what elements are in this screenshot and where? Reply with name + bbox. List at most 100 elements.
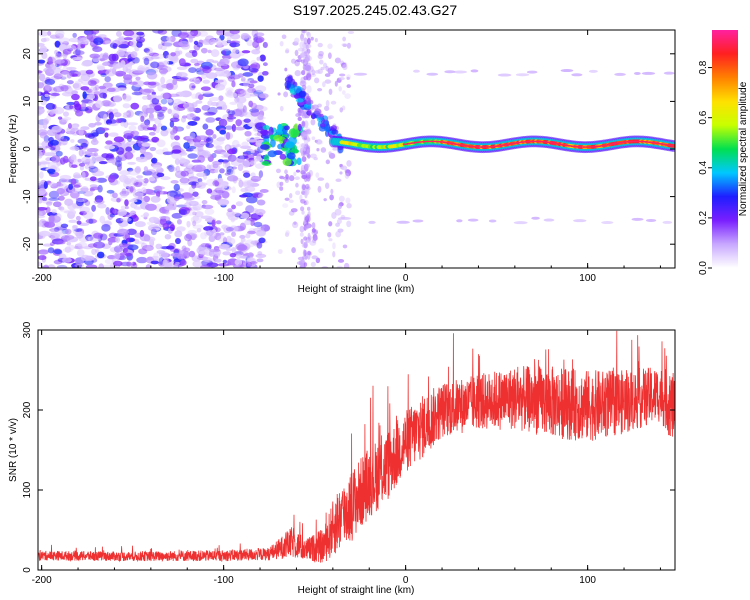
spectral-cell — [258, 106, 268, 112]
spectral-cell — [176, 204, 187, 208]
spectral-cell — [65, 104, 71, 109]
spectral-cell — [601, 221, 614, 225]
spectral-cell — [99, 215, 106, 224]
spectral-cell — [167, 108, 173, 115]
spectral-cell — [426, 72, 439, 76]
spectral-cell — [310, 113, 317, 120]
spectral-cell — [109, 213, 115, 218]
spectral-cell — [235, 253, 242, 260]
spectrogram-x-tick-label: 0 — [403, 273, 409, 284]
spectral-cell — [43, 85, 52, 93]
spectral-cell — [73, 100, 80, 108]
spectral-cell — [188, 37, 193, 43]
spectral-cell — [470, 69, 479, 73]
spectral-cell — [38, 210, 46, 216]
spectral-cell — [231, 166, 238, 170]
spectral-cell — [206, 188, 213, 194]
spectral-cell — [78, 162, 86, 167]
spectral-cell — [295, 190, 301, 196]
spectral-cell — [200, 232, 207, 240]
spectral-cell — [413, 69, 420, 73]
spectral-cell — [236, 101, 244, 110]
spectral-cell — [171, 128, 177, 135]
spectral-cell — [254, 85, 267, 93]
spectral-cell — [195, 164, 206, 172]
spectral-cell — [211, 219, 216, 227]
spectral-cell — [288, 175, 295, 182]
spectral-cell — [201, 91, 213, 95]
spectral-cell — [318, 248, 325, 254]
spectral-cell — [129, 210, 137, 216]
spectral-cell — [160, 92, 170, 100]
spectral-cell — [226, 108, 231, 114]
spectral-cell — [339, 73, 346, 77]
spectral-cell — [317, 42, 323, 48]
spectral-cell — [93, 90, 101, 95]
spectral-cell — [318, 116, 324, 121]
spectral-cell — [47, 247, 55, 254]
spectral-cell — [235, 109, 248, 117]
spectral-cell — [145, 203, 157, 211]
spectral-cell — [72, 225, 78, 229]
spectral-cell — [143, 166, 149, 172]
spectral-cell — [107, 254, 116, 260]
spectral-cell — [44, 83, 53, 91]
spectral-cell — [115, 30, 122, 37]
spectral-cell — [205, 143, 214, 149]
spectral-cell — [202, 38, 212, 46]
spectral-cell — [135, 36, 146, 43]
spectral-cell — [251, 30, 259, 38]
spectral-cell — [130, 51, 138, 59]
spectral-cell — [49, 66, 61, 74]
spectral-cell — [72, 32, 77, 38]
spectral-cell — [158, 68, 169, 74]
spectral-cell — [77, 158, 82, 163]
spectral-cell — [196, 135, 208, 141]
spectral-cell — [42, 243, 54, 247]
spectral-cell — [89, 53, 100, 59]
spectral-cell — [250, 175, 262, 182]
spectral-cell — [125, 68, 132, 73]
spectral-cell — [299, 232, 304, 237]
spectral-cell — [115, 180, 120, 185]
spectral-cell — [95, 100, 103, 109]
spectral-cell — [73, 184, 81, 188]
spectral-cell — [38, 59, 46, 64]
spectral-cell — [62, 234, 75, 240]
spectral-cell — [143, 88, 155, 93]
spectral-cell — [251, 107, 260, 113]
spectral-cell — [197, 155, 206, 163]
spectral-cell — [76, 198, 85, 203]
spectral-cell — [190, 58, 199, 64]
spectral-cell — [107, 159, 116, 164]
spectral-cell — [89, 176, 97, 182]
spectral-cell — [222, 259, 228, 264]
spectral-cell — [62, 257, 72, 263]
spectral-cell — [72, 50, 85, 56]
spectral-cell — [94, 84, 100, 91]
spectral-cell — [145, 107, 155, 114]
spectral-cell — [187, 121, 198, 126]
spectral-cell — [255, 229, 266, 237]
spectral-cell — [200, 264, 210, 268]
spectral-cell — [204, 208, 215, 215]
spectral-cell — [59, 174, 72, 181]
spectral-cell — [126, 122, 139, 126]
spectral-cell — [284, 232, 290, 237]
spectral-cell — [346, 84, 351, 89]
spectral-cell — [207, 100, 213, 106]
spectral-cell — [94, 195, 104, 203]
spectral-cell — [301, 120, 306, 127]
spectral-cell — [226, 169, 234, 175]
spectral-cell — [171, 75, 182, 80]
spectral-cell — [305, 44, 309, 50]
spectral-cell — [54, 40, 61, 48]
spectral-cell — [68, 37, 80, 43]
spectral-cell — [301, 210, 305, 215]
spectral-cell — [314, 37, 318, 43]
spectral-cell — [192, 215, 199, 222]
spectral-cell — [222, 50, 227, 56]
spectral-cell — [277, 249, 283, 254]
spectral-cell — [330, 100, 337, 105]
spectral-cell — [160, 125, 168, 131]
